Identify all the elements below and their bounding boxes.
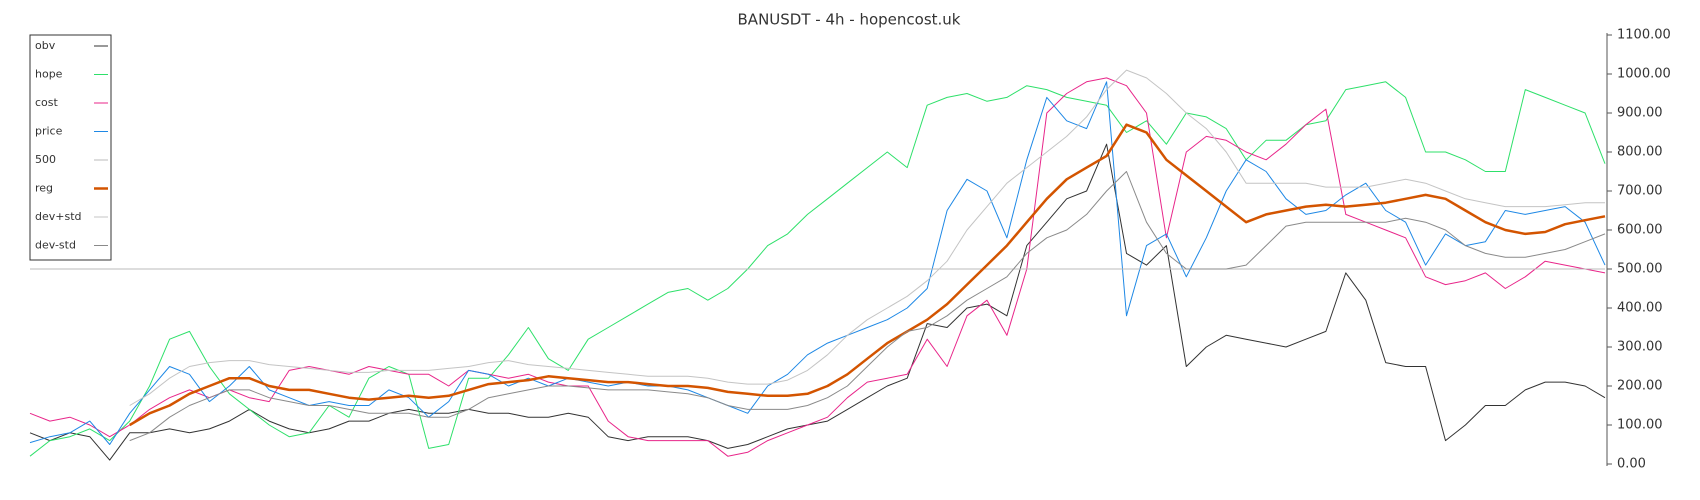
legend-label: 500 (35, 153, 56, 166)
series-line (129, 69, 1605, 406)
y-tick-label: 500.00 (1617, 262, 1663, 277)
legend-label: dev+std (35, 210, 82, 223)
y-tick-label: 0.00 (1617, 457, 1646, 472)
series-line (29, 143, 1606, 461)
y-tick-label: 1000.00 (1617, 67, 1671, 82)
y-tick-label: 100.00 (1617, 418, 1663, 433)
y-tick-label: 1100.00 (1617, 28, 1671, 43)
series-line (29, 77, 1606, 457)
y-tick-label: 600.00 (1617, 223, 1663, 238)
legend-label: hope (35, 68, 63, 81)
legend-label: cost (35, 96, 59, 109)
series-line (129, 123, 1606, 427)
series-line (29, 81, 1606, 457)
y-tick-label: 800.00 (1617, 145, 1663, 160)
y-tick-label: 700.00 (1617, 184, 1663, 199)
y-tick-label: 300.00 (1617, 340, 1663, 355)
series-line (129, 171, 1606, 442)
legend-label: price (35, 125, 63, 138)
y-tick-label: 900.00 (1617, 106, 1663, 121)
y-tick-label: 400.00 (1617, 301, 1663, 316)
legend-label: reg (35, 182, 53, 195)
chart-title: BANUSDT - 4h - hopencost.uk (738, 11, 961, 29)
legend-box (29, 34, 112, 261)
legend-label: dev-std (35, 239, 76, 252)
series-line (29, 81, 1606, 445)
legend-label: obv (35, 39, 56, 52)
legend: obv hope cost price 500 reg dev+std dev-std (29, 34, 112, 261)
y-tick-label: 200.00 (1617, 379, 1663, 394)
